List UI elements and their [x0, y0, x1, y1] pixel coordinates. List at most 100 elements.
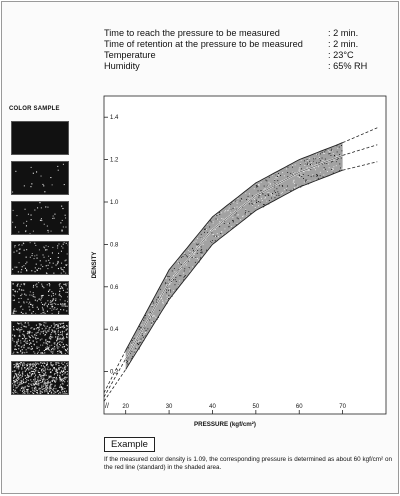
speckle	[22, 334, 23, 335]
speckle	[63, 325, 64, 326]
band-stipple	[254, 203, 255, 204]
speckle	[42, 352, 43, 353]
speckle	[61, 353, 62, 354]
speckle	[22, 245, 23, 246]
band-stipple	[258, 197, 259, 198]
speckle	[46, 260, 47, 261]
band-stipple	[227, 210, 228, 211]
speckle	[31, 327, 32, 328]
band-stipple	[308, 164, 309, 165]
band-stipple	[213, 223, 214, 224]
speckle	[64, 346, 65, 347]
speckle	[34, 387, 35, 388]
speckle	[53, 216, 54, 217]
speckle	[32, 390, 33, 391]
speckle	[60, 327, 61, 328]
band-stipple	[189, 254, 190, 255]
band-stipple	[268, 195, 269, 196]
speckle	[24, 363, 25, 364]
speckle	[66, 330, 67, 331]
speckle	[51, 301, 52, 302]
speckle	[46, 328, 47, 329]
speckle	[40, 339, 41, 340]
speckle	[43, 312, 44, 313]
band-stipple	[263, 194, 264, 195]
band-stipple	[215, 236, 216, 237]
speckle	[34, 335, 35, 336]
speckle	[44, 224, 45, 225]
speckle	[42, 297, 43, 298]
band-stipple	[305, 180, 306, 181]
band-stipple	[219, 226, 220, 227]
band-stipple	[337, 159, 338, 160]
speckle	[66, 329, 67, 330]
speckle	[35, 267, 36, 268]
speckle	[43, 375, 44, 376]
speckle	[28, 325, 29, 326]
speckle	[45, 369, 46, 370]
band-stipple	[225, 228, 226, 229]
band-stipple	[223, 219, 224, 220]
band-stipple	[280, 175, 281, 176]
speckle	[45, 373, 46, 374]
speckle	[58, 390, 59, 391]
band-stipple	[307, 180, 308, 181]
speckle	[31, 313, 32, 314]
speckle	[46, 348, 47, 349]
speckle	[41, 339, 42, 340]
band-stipple	[127, 364, 128, 365]
y-tick-label: 0.6	[110, 285, 119, 291]
speckle	[53, 309, 54, 310]
band-stipple	[197, 238, 198, 239]
speckle	[45, 390, 46, 391]
speckle	[38, 268, 39, 269]
speckle	[25, 375, 26, 376]
speckle	[29, 376, 30, 377]
band-stipple	[336, 161, 337, 162]
speckle	[47, 326, 48, 327]
color-swatch	[11, 161, 69, 195]
band-stipple	[320, 172, 321, 173]
band-stipple	[144, 334, 145, 335]
speckle	[61, 206, 62, 207]
band-stipple	[310, 164, 311, 165]
speckle	[48, 265, 49, 266]
speckle	[13, 310, 14, 311]
band-stipple	[282, 172, 283, 173]
color-swatch	[11, 321, 69, 355]
speckle	[57, 362, 58, 363]
speckle	[27, 365, 28, 366]
band-stipple	[217, 215, 218, 216]
speckle	[33, 393, 34, 394]
speckle	[40, 333, 41, 334]
speckle	[49, 382, 50, 383]
speckle	[21, 347, 22, 348]
axis-break-marker: //	[105, 403, 109, 410]
speckle	[38, 372, 39, 373]
speckle	[64, 381, 65, 382]
speckle	[62, 381, 63, 382]
speckle	[64, 391, 65, 392]
speckle	[48, 393, 49, 394]
band-stipple	[215, 229, 216, 230]
speckle	[56, 377, 57, 378]
speckle	[62, 389, 63, 390]
speckle	[48, 291, 49, 292]
speckle	[67, 301, 68, 302]
band-stipple	[271, 195, 272, 196]
speckle	[52, 306, 53, 307]
speckle	[30, 257, 31, 258]
speckle	[67, 292, 68, 293]
speckle	[18, 323, 19, 324]
speckle	[12, 222, 13, 223]
speckle	[64, 331, 65, 332]
speckle	[31, 367, 32, 368]
speckle	[44, 381, 45, 382]
band-stipple	[264, 186, 265, 187]
speckle	[41, 387, 42, 388]
swatch-texture	[12, 242, 68, 274]
band-stipple	[142, 335, 143, 336]
speckle	[16, 215, 17, 216]
band-stipple	[240, 201, 241, 202]
speckle	[35, 379, 36, 380]
